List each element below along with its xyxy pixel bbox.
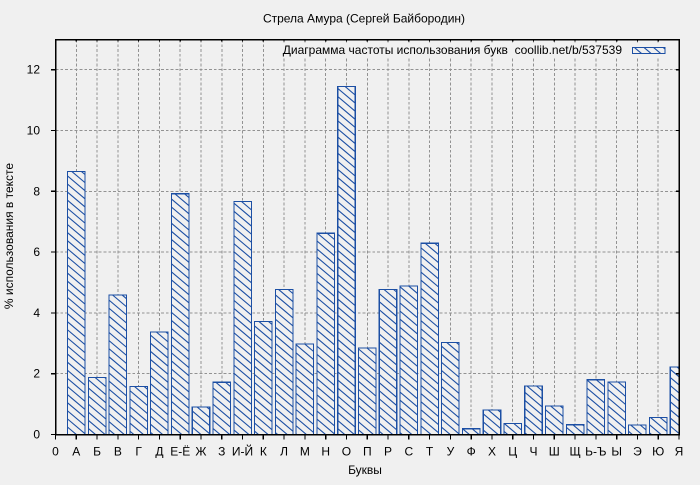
svg-text:У: У xyxy=(447,445,455,459)
svg-text:С: С xyxy=(404,445,413,459)
svg-text:Л: Л xyxy=(280,445,288,459)
svg-text:Б: Б xyxy=(93,445,101,459)
svg-text:Е-Ё: Е-Ё xyxy=(170,445,190,459)
svg-text:Ш: Ш xyxy=(549,445,560,459)
svg-text:4: 4 xyxy=(33,306,40,320)
svg-text:Ы: Ы xyxy=(611,445,622,459)
svg-text:М: М xyxy=(300,445,310,459)
svg-text:% использования в тексте: % использования в тексте xyxy=(2,163,16,309)
svg-text:И-Й: И-Й xyxy=(232,444,253,459)
svg-text:Р: Р xyxy=(384,445,392,459)
svg-text:Д: Д xyxy=(155,445,163,459)
svg-text:2: 2 xyxy=(33,367,40,381)
svg-text:Х: Х xyxy=(488,445,496,459)
svg-text:Ц: Ц xyxy=(508,445,517,459)
svg-text:Н: Н xyxy=(321,445,330,459)
svg-text:Э: Э xyxy=(633,445,642,459)
svg-text:12: 12 xyxy=(27,63,41,77)
svg-text:Т: Т xyxy=(426,445,434,459)
svg-text:0: 0 xyxy=(33,428,40,442)
svg-text:П: П xyxy=(363,445,372,459)
svg-text:10: 10 xyxy=(27,124,41,138)
svg-text:В: В xyxy=(114,445,122,459)
svg-text:Я: Я xyxy=(675,445,684,459)
svg-text:0: 0 xyxy=(52,445,59,459)
svg-text:А: А xyxy=(72,445,80,459)
svg-text:К: К xyxy=(260,445,267,459)
svg-text:Диаграмма частоты использовани: Диаграмма частоты использования букв coo… xyxy=(283,43,623,57)
svg-text:Ч: Ч xyxy=(530,445,538,459)
svg-text:Ь-Ъ: Ь-Ъ xyxy=(585,445,606,459)
svg-text:8: 8 xyxy=(33,184,40,198)
svg-text:Щ: Щ xyxy=(569,445,580,459)
svg-text:Ж: Ж xyxy=(195,445,206,459)
svg-text:6: 6 xyxy=(33,245,40,259)
svg-text:Буквы: Буквы xyxy=(348,463,382,477)
svg-text:О: О xyxy=(342,445,351,459)
svg-text:Ю: Ю xyxy=(652,445,664,459)
svg-text:Ф: Ф xyxy=(467,445,476,459)
svg-text:Г: Г xyxy=(135,445,142,459)
svg-text:Стрела Амура (Сергей Байбороди: Стрела Амура (Сергей Байбородин) xyxy=(263,12,465,26)
svg-text:З: З xyxy=(218,445,225,459)
